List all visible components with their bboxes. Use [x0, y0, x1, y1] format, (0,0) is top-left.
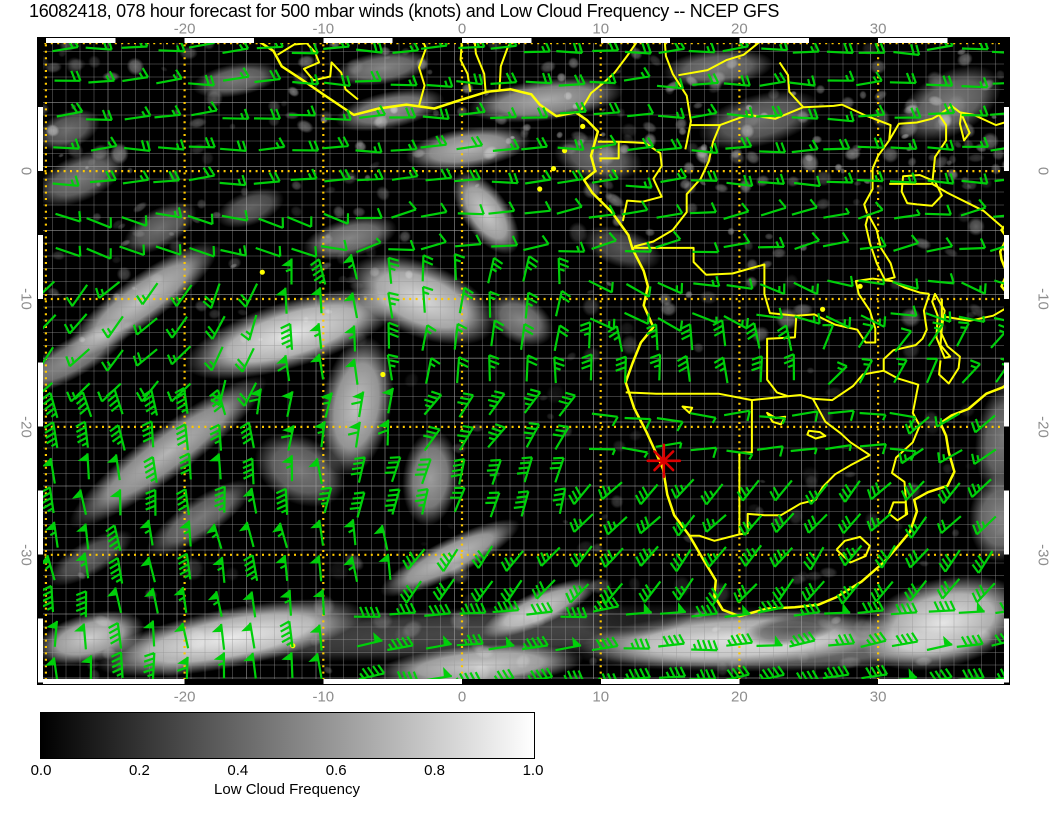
colorbar-tick-label: 0.2	[128, 762, 150, 779]
colorbar-label: Low Cloud Frequency	[214, 781, 360, 798]
frame-band-right	[1004, 38, 1009, 684]
country-border	[625, 391, 814, 402]
lon-tick-top: 10	[592, 20, 610, 38]
site-marker-star	[646, 443, 682, 479]
lake-outline	[864, 213, 896, 281]
lon-tick-top: 0	[457, 20, 467, 38]
country-border	[872, 277, 930, 295]
colorbar-tick-label: 1.0	[522, 762, 544, 779]
country-border	[889, 182, 1007, 231]
colorbar-gradient	[40, 712, 535, 759]
lon-tick-bottom: 20	[731, 688, 748, 706]
lake-outline	[900, 174, 943, 207]
weather-map	[37, 37, 1010, 685]
lat-tick-left: 0	[17, 166, 35, 176]
plot-title: 16082418, 078 hour forecast for 500 mbar…	[29, 1, 780, 21]
lon-tick-bottom: 30	[869, 688, 887, 706]
lon-tick-bottom: 10	[592, 688, 610, 706]
lon-tick-top: 30	[869, 20, 887, 38]
island-dot	[550, 166, 557, 172]
island-dot	[380, 371, 386, 378]
lat-tick-right: 0	[1034, 166, 1052, 176]
lat-tick-left: -30	[17, 544, 35, 566]
wind-barb-flags	[39, 254, 985, 679]
colorbar-tick-label: 0.6	[325, 762, 347, 779]
country-border	[778, 61, 804, 108]
frame-band-left	[38, 38, 43, 684]
country-border	[663, 38, 692, 150]
lake-outline	[681, 405, 694, 414]
country-border	[863, 139, 891, 214]
coastline	[253, 38, 1009, 618]
colorbar-tick-label: 0.0	[30, 762, 52, 779]
colorbar-tick-label: 0.8	[424, 762, 446, 779]
lon-tick-top: -10	[312, 20, 335, 38]
country-border	[938, 104, 1009, 127]
island-dot	[537, 186, 543, 192]
island-dot	[820, 306, 826, 312]
country-border	[690, 103, 892, 141]
frame-band-top	[38, 38, 1009, 43]
country-border	[882, 293, 931, 371]
map-overlay	[38, 38, 1009, 684]
lon-tick-bottom: 0	[457, 688, 467, 706]
lon-tick-top: -20	[173, 20, 196, 38]
island-dot	[857, 283, 863, 289]
country-border	[632, 246, 797, 317]
lake-outline	[806, 429, 827, 440]
country-border	[580, 38, 641, 111]
country-border	[618, 140, 663, 222]
lon-tick-bottom: -20	[173, 688, 196, 706]
country-border	[689, 533, 740, 542]
colorbar-tick-label: 0.4	[227, 762, 249, 779]
lat-tick-left: -10	[17, 288, 35, 310]
lon-tick-top: 20	[731, 20, 748, 38]
country-border	[945, 305, 1009, 322]
country-border	[812, 369, 884, 402]
country-border	[678, 38, 766, 77]
frame-band-bottom	[38, 679, 1009, 684]
lon-tick-bottom: -10	[312, 688, 335, 706]
country-border	[888, 501, 909, 522]
lake-outline	[958, 112, 971, 142]
lat-tick-left: -20	[17, 416, 35, 438]
island-dot	[259, 269, 265, 275]
country-border	[888, 114, 940, 141]
country-border	[796, 277, 877, 344]
lat-tick-right: -10	[1034, 288, 1052, 310]
country-border	[766, 315, 798, 398]
lat-tick-right: -20	[1034, 416, 1052, 438]
country-border	[883, 369, 921, 516]
country-border	[597, 140, 620, 160]
lat-tick-right: -30	[1034, 544, 1052, 566]
island-dot	[580, 123, 586, 129]
country-border	[739, 398, 871, 536]
country-border	[931, 114, 948, 185]
